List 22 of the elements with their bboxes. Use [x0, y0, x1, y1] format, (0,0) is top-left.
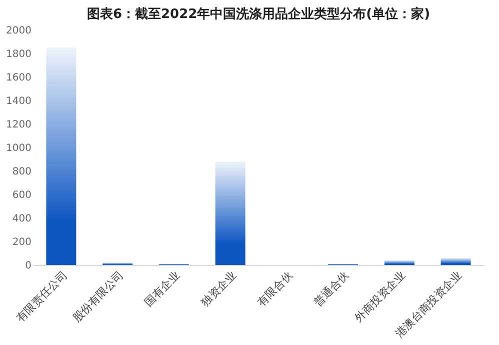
bar	[440, 258, 471, 265]
bar	[384, 260, 414, 265]
y-tick-label: 400	[12, 214, 32, 224]
y-tick-label: 600	[12, 190, 32, 201]
x-tick-label: 普通合伙	[311, 268, 352, 310]
y-tick-label: 800	[12, 166, 32, 178]
y-tick-label: 1800	[6, 49, 32, 60]
y-tick-label: 1600	[6, 72, 32, 84]
y-tick-label: 0	[25, 260, 32, 272]
x-tick-label: 有限合伙	[254, 268, 296, 310]
x-tick-label: 独资企业	[198, 268, 239, 310]
y-tick-label: 1400	[6, 96, 32, 107]
bar	[215, 162, 246, 265]
x-tick-label: 国有企业	[142, 268, 182, 310]
bar	[46, 48, 76, 265]
y-tick-label: 200	[12, 237, 32, 248]
y-tick-label: 2000	[6, 26, 32, 36]
chart-title: 图表6：截至2022年中国洗涤用品企业类型分布(单位：家)	[86, 6, 430, 22]
y-tick-label: 1200	[6, 120, 32, 130]
x-tick-label: 股份有限公司	[70, 268, 126, 325]
x-tick-label: 有限责任公司	[14, 268, 70, 325]
y-tick-label: 1000	[6, 143, 32, 154]
